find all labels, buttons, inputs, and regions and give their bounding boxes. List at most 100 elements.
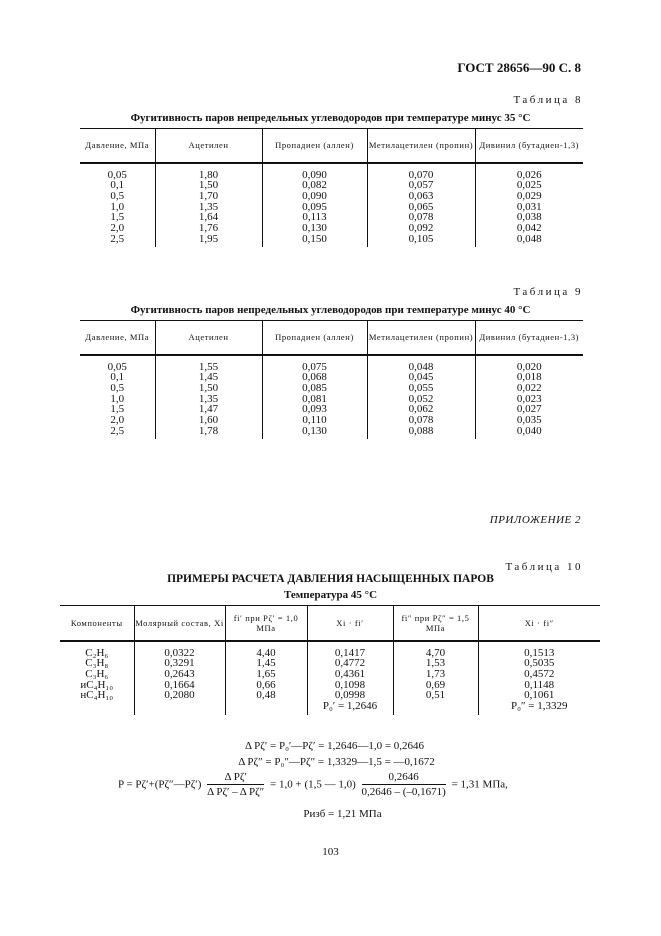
table-cell: 1,78 bbox=[154, 425, 262, 440]
table-cell: 1,0 bbox=[110, 200, 125, 213]
table-cell: 0,090 bbox=[261, 162, 367, 181]
table-cell: 1,55 bbox=[154, 354, 262, 373]
column-header: Компоненты bbox=[60, 605, 134, 642]
column-header: Метилацетилен (пропин) bbox=[366, 320, 475, 356]
table9-label: Таблица 9 bbox=[513, 286, 583, 298]
table10: Компоненты Молярный состав, Xi fi′ при Pζ′… bbox=[60, 605, 600, 715]
table-cell: 0,035 bbox=[474, 415, 583, 426]
table-cell: 0,022 bbox=[474, 383, 583, 394]
column-header: fi′ при Pζ′ = 1,0 МПа bbox=[224, 605, 307, 642]
formula-result: = 1,31 МПа, bbox=[451, 778, 508, 791]
table-row: 0,1 1,50 0,082 0,057 0,025 bbox=[80, 180, 583, 191]
column-header: Ацетилен bbox=[154, 128, 262, 164]
table-cell: 0,4361 bbox=[306, 669, 393, 680]
table-row: 0,05 1,80 0,090 0,070 0,026 bbox=[80, 162, 583, 181]
table10-title: ПРИМЕРЫ РАСЧЕТА ДАВЛЕНИЯ НАСЫЩЕННЫХ ПАРО… bbox=[167, 573, 494, 585]
table10-subtitle: Температура 45 °С bbox=[283, 589, 378, 601]
table-row: C₃H₈ 0,3291 1,45 0,4772 1,53 0,5035 bbox=[60, 658, 600, 669]
table-row: 1,5 1,64 0,113 0,078 0,038 bbox=[80, 212, 583, 224]
table-cell: C₂H₆ bbox=[85, 646, 109, 659]
table-cell: 0,5 bbox=[110, 381, 125, 394]
table-cell bbox=[133, 701, 225, 715]
table-cell: 0,1148 bbox=[477, 679, 600, 691]
table-cell: 0,1513 bbox=[477, 640, 600, 659]
formula-delta-p1: Δ Pζ′ = P₀′—Pζ′ = 1,2646—1,0 = 0,2646 bbox=[244, 740, 425, 752]
table-cell: 1,50 bbox=[154, 383, 262, 394]
table-cell: 0,110 bbox=[261, 415, 367, 426]
fraction-numerator: Δ Pζ′ bbox=[207, 771, 265, 785]
table-row: 2,0 1,60 0,110 0,078 0,035 bbox=[80, 415, 583, 426]
table-cell: 0,5035 bbox=[477, 658, 600, 669]
table-cell: 0,1098 bbox=[306, 679, 393, 691]
table8: Давление, МПа Ацетилен Пропадиен (аллен) Ме… bbox=[80, 128, 583, 248]
table-cell: 0,082 bbox=[261, 180, 367, 191]
table-cell: 0,150 bbox=[261, 233, 367, 248]
table-cell: 0,1 bbox=[110, 179, 125, 192]
table-cell: 0,048 bbox=[366, 354, 475, 373]
table-cell: 1,80 bbox=[154, 162, 262, 181]
table-cell: 0,027 bbox=[474, 404, 583, 416]
table-cell: 1,95 bbox=[154, 233, 262, 248]
table-cell: 0,05 bbox=[107, 168, 127, 181]
table-cell: 1,5 bbox=[110, 403, 125, 416]
table8-title: Фугитивность паров непредельных углеводо… bbox=[130, 112, 531, 124]
table-cell: 0,063 bbox=[366, 191, 475, 202]
table-cell: 1,35 bbox=[154, 393, 262, 405]
table-cell: 0,088 bbox=[366, 425, 475, 440]
page-number: 103 bbox=[322, 846, 339, 858]
table-cell: 0,48 bbox=[224, 690, 307, 702]
table-row: P₀′ = 1,2646 P₀″ = 1,3329 bbox=[60, 701, 600, 715]
table-cell: 0,1 bbox=[110, 371, 125, 384]
table-cell: 0,068 bbox=[261, 372, 367, 383]
table-cell: 0,023 bbox=[474, 393, 583, 405]
table-cell: 0,026 bbox=[474, 162, 583, 181]
formula-middle: = 1,0 + (1,5 — 1,0) bbox=[270, 778, 356, 791]
table-cell: 2,5 bbox=[110, 232, 125, 245]
table-cell: 0,1664 bbox=[133, 679, 225, 691]
table-cell: 0,5 bbox=[110, 189, 125, 202]
table-cell: 1,64 bbox=[154, 212, 262, 224]
column-header: Давление, МПа bbox=[80, 128, 155, 164]
table-cell: нC₄H₁₀ bbox=[80, 689, 114, 702]
table8-label: Таблица 8 bbox=[513, 94, 583, 106]
table-cell: 4,70 bbox=[392, 640, 478, 659]
table-row: 1,5 1,47 0,093 0,062 0,027 bbox=[80, 403, 583, 416]
table-cell: 0,038 bbox=[474, 212, 583, 224]
appendix-label: ПРИЛОЖЕНИЕ 2 bbox=[489, 514, 581, 526]
column-header: fi″ при Pζ″ = 1,5 МПа bbox=[392, 605, 478, 642]
table-cell: 0,2080 bbox=[133, 690, 225, 702]
table-cell: 0,070 bbox=[366, 162, 475, 181]
column-header: Давление, МПа bbox=[80, 320, 155, 356]
table-cell: 0,075 bbox=[261, 354, 367, 373]
table-cell: C₃H₈ bbox=[85, 657, 109, 670]
table-cell: C₃H₆ bbox=[85, 667, 109, 680]
column-header: Молярный состав, Xi bbox=[133, 605, 225, 642]
table-row: C₃H₆ 0,2643 1,65 0,4361 1,73 0,4572 bbox=[60, 669, 600, 680]
table-cell: 0,3291 bbox=[133, 658, 225, 669]
table-cell: 0,085 bbox=[261, 383, 367, 394]
table-cell: 0,05 bbox=[107, 360, 127, 373]
formula-p-gauge: Pизб = 1,21 МПа bbox=[303, 808, 382, 820]
table-row: 0,5 1,50 0,085 0,055 0,022 bbox=[80, 383, 583, 394]
table-cell: 0,113 bbox=[261, 212, 367, 224]
table-cell bbox=[60, 701, 134, 715]
table-cell: 1,45 bbox=[224, 658, 307, 669]
table-row: 0,05 1,55 0,075 0,048 0,020 bbox=[80, 354, 583, 373]
table-cell: 1,65 bbox=[224, 669, 307, 680]
table-cell: 1,60 bbox=[154, 415, 262, 426]
table-cell: 0,018 bbox=[474, 372, 583, 383]
table-cell: 1,73 bbox=[392, 669, 478, 680]
table-cell: 0,078 bbox=[366, 212, 475, 224]
table-cell: 0,040 bbox=[474, 425, 583, 440]
table-cell: 0,69 bbox=[392, 679, 478, 691]
table-cell: 0,052 bbox=[366, 393, 475, 405]
table-cell: 0,105 bbox=[366, 233, 475, 248]
table-cell: 0,095 bbox=[261, 201, 367, 213]
column-header: Xi · fi′ bbox=[306, 605, 393, 642]
fraction-numerator: 0,2646 bbox=[361, 771, 446, 785]
table-cell: 0,090 bbox=[261, 191, 367, 202]
table-row: 2,0 1,76 0,130 0,092 0,042 bbox=[80, 223, 583, 234]
table-row: 0,1 1,45 0,068 0,045 0,018 bbox=[80, 372, 583, 383]
table-row: нC₄H₁₀ 0,2080 0,48 0,0998 0,51 0,1061 bbox=[60, 689, 600, 702]
table-cell: 1,76 bbox=[154, 223, 262, 234]
